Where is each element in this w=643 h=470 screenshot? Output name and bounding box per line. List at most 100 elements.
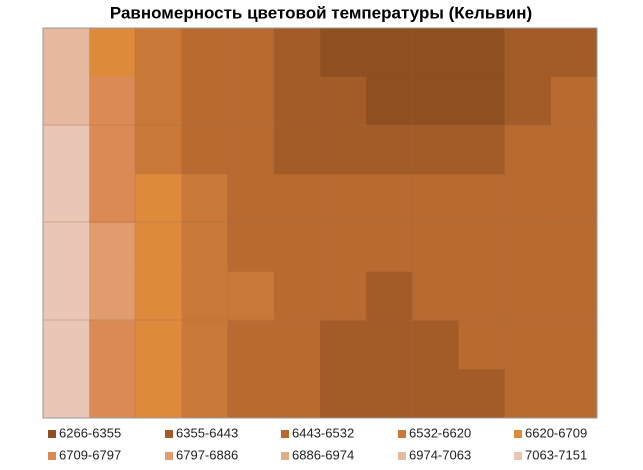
contour-field	[43, 28, 598, 419]
contour-cell	[412, 320, 459, 370]
contour-cell	[135, 125, 182, 175]
contour-cell	[89, 369, 136, 419]
contour-cell	[412, 174, 459, 224]
contour-cell	[227, 76, 275, 126]
contour-cell	[504, 320, 552, 370]
contour-cell	[320, 320, 367, 370]
contour-cell	[43, 223, 90, 273]
legend-label: 6797-6886	[176, 447, 238, 462]
contour-cell	[458, 125, 506, 175]
contour-cell	[273, 125, 321, 175]
contour-cell	[550, 223, 598, 273]
contour-cell	[273, 76, 321, 126]
contour-cell	[43, 320, 90, 370]
contour-cell	[366, 28, 413, 78]
contour-cell	[412, 28, 459, 78]
contour-cell	[550, 174, 598, 224]
contour-cell	[89, 320, 136, 370]
contour-cell	[458, 369, 506, 419]
contour-cell	[458, 320, 506, 370]
contour-cell	[458, 76, 506, 126]
contour-cell	[504, 271, 552, 321]
legend-label: 6620-6709	[525, 425, 587, 440]
contour-cell	[43, 76, 90, 126]
legend-swatch	[514, 430, 522, 438]
contour-cell	[89, 174, 136, 224]
contour-cell	[273, 223, 321, 273]
chart-title: Равномерность цветовой температуры (Кель…	[110, 3, 532, 22]
contour-cell	[320, 125, 367, 175]
contour-cell	[181, 125, 229, 175]
contour-cell	[135, 320, 182, 370]
legend-label: 7063-7151	[525, 447, 587, 462]
contour-cell	[366, 125, 413, 175]
contour-cell	[504, 369, 552, 419]
contour-cell	[504, 174, 552, 224]
contour-cell	[181, 369, 229, 419]
contour-cell	[412, 76, 459, 126]
contour-cell	[181, 76, 229, 126]
contour-cell	[227, 125, 275, 175]
legend-label: 6266-6355	[59, 425, 121, 440]
contour-cell	[550, 76, 598, 126]
contour-cell	[458, 28, 506, 78]
legend-swatch	[514, 452, 522, 460]
contour-cell	[412, 223, 459, 273]
contour-cell	[135, 271, 182, 321]
contour-cell	[550, 369, 598, 419]
contour-cell	[458, 223, 506, 273]
legend: 6266-6355 6355-6443 6443-6532 6532-6620 6620…	[48, 425, 587, 462]
legend-label: 6886-6974	[292, 447, 354, 462]
contour-cell	[135, 223, 182, 273]
contour-cell	[458, 174, 506, 224]
plot-border	[42, 27, 598, 419]
contour-cell	[550, 125, 598, 175]
contour-cell	[412, 369, 459, 419]
contour-cell	[366, 320, 413, 370]
contour-cell	[227, 369, 275, 419]
contour-cell	[366, 369, 413, 419]
legend-swatch	[165, 452, 173, 460]
contour-cell	[320, 28, 367, 78]
contour-cell	[273, 369, 321, 419]
legend-swatch	[398, 452, 406, 460]
contour-cell	[412, 125, 459, 175]
contour-cell	[273, 28, 321, 78]
contour-cell	[227, 174, 275, 224]
contour-cell	[89, 223, 136, 273]
contour-cell	[227, 271, 275, 321]
contour-cell	[135, 28, 182, 78]
contour-cell	[89, 28, 136, 78]
contour-cell	[181, 320, 229, 370]
legend-label: 6355-6443	[176, 425, 238, 440]
contour-cell	[181, 174, 229, 224]
contour-cell	[366, 271, 413, 321]
contour-cell	[550, 271, 598, 321]
contour-cell	[366, 174, 413, 224]
legend-swatch	[281, 430, 289, 438]
legend-swatch	[398, 430, 406, 438]
contour-cell	[227, 28, 275, 78]
contour-cell	[320, 76, 367, 126]
contour-cell	[89, 76, 136, 126]
contour-cell	[320, 271, 367, 321]
contour-cell	[550, 320, 598, 370]
contour-cell	[273, 174, 321, 224]
contour-cell	[458, 271, 506, 321]
contour-cell	[181, 223, 229, 273]
grid	[43, 28, 597, 418]
contour-cell	[135, 174, 182, 224]
legend-swatch	[281, 452, 289, 460]
legend-swatch	[165, 430, 173, 438]
contour-cell	[89, 125, 136, 175]
legend-label: 6974-7063	[409, 447, 471, 462]
contour-cell	[135, 369, 182, 419]
contour-cell	[320, 174, 367, 224]
contour-cell	[320, 369, 367, 419]
contour-cell	[181, 271, 229, 321]
contour-cell	[43, 174, 90, 224]
contour-cell	[366, 223, 413, 273]
contour-cell	[504, 223, 552, 273]
legend-label: 6532-6620	[409, 425, 471, 440]
legend-label: 6709-6797	[59, 447, 121, 462]
